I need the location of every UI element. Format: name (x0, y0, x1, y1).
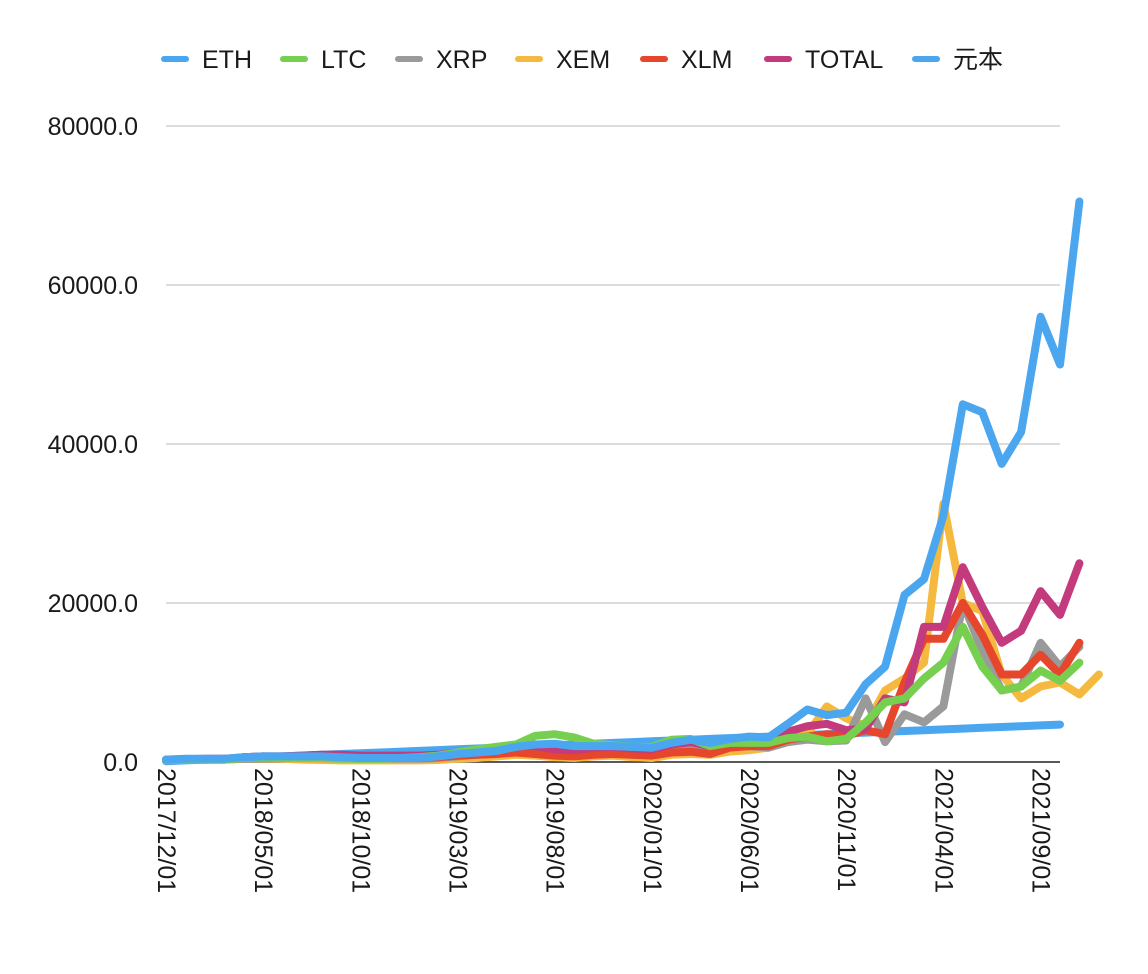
x-tick-label: 2018/10/01 (346, 768, 374, 893)
y-axis: 0.0 20000.0 40000.0 60000.0 80000.0 (48, 113, 138, 777)
legend-item-xem: XEM (515, 46, 610, 74)
y-tick-label: 60000.0 (48, 272, 138, 300)
x-tick-label: 2019/03/01 (444, 768, 472, 893)
legend-label: XRP (436, 46, 487, 74)
x-tick-label: 2020/01/01 (638, 768, 666, 893)
legend-item-principal: 元本 (912, 46, 1003, 74)
legend-label: TOTAL (805, 46, 883, 74)
legend-item-xlm: XLM (640, 46, 732, 74)
legend-label: 元本 (953, 46, 1003, 74)
x-tick-label: 2021/09/01 (1027, 768, 1055, 893)
legend-label: XLM (681, 46, 732, 74)
y-tick-label: 0.0 (103, 749, 138, 777)
chart-legend: ETH LTC XRP XEM XLM TOTAL 元本 (161, 46, 1003, 74)
legend-item-xrp: XRP (395, 46, 487, 74)
x-tick-label: 2021/04/01 (929, 768, 957, 893)
series-line-eth (162, 197, 1084, 764)
legend-label: ETH (202, 46, 252, 74)
x-axis: 2017/12/01 2018/05/01 2018/10/01 2019/03/01… (152, 761, 1060, 893)
x-tick-label: 2020/06/01 (735, 768, 763, 893)
x-tick-label: 2019/08/01 (541, 768, 569, 893)
chart-gridlines (166, 125, 1060, 604)
legend-item-total: TOTAL (764, 46, 883, 74)
x-tick-label: 2018/05/01 (249, 768, 277, 893)
x-tick-label: 2020/11/01 (832, 768, 860, 891)
plot-area (162, 197, 1103, 766)
y-tick-label: 20000.0 (48, 590, 138, 618)
legend-label: LTC (321, 46, 366, 74)
legend-item-eth: ETH (161, 46, 252, 74)
legend-label: XEM (556, 46, 610, 74)
y-tick-label: 40000.0 (48, 431, 138, 459)
legend-item-ltc: LTC (280, 46, 366, 74)
x-tick-label: 2017/12/01 (152, 768, 180, 893)
y-tick-label: 80000.0 (48, 113, 138, 141)
